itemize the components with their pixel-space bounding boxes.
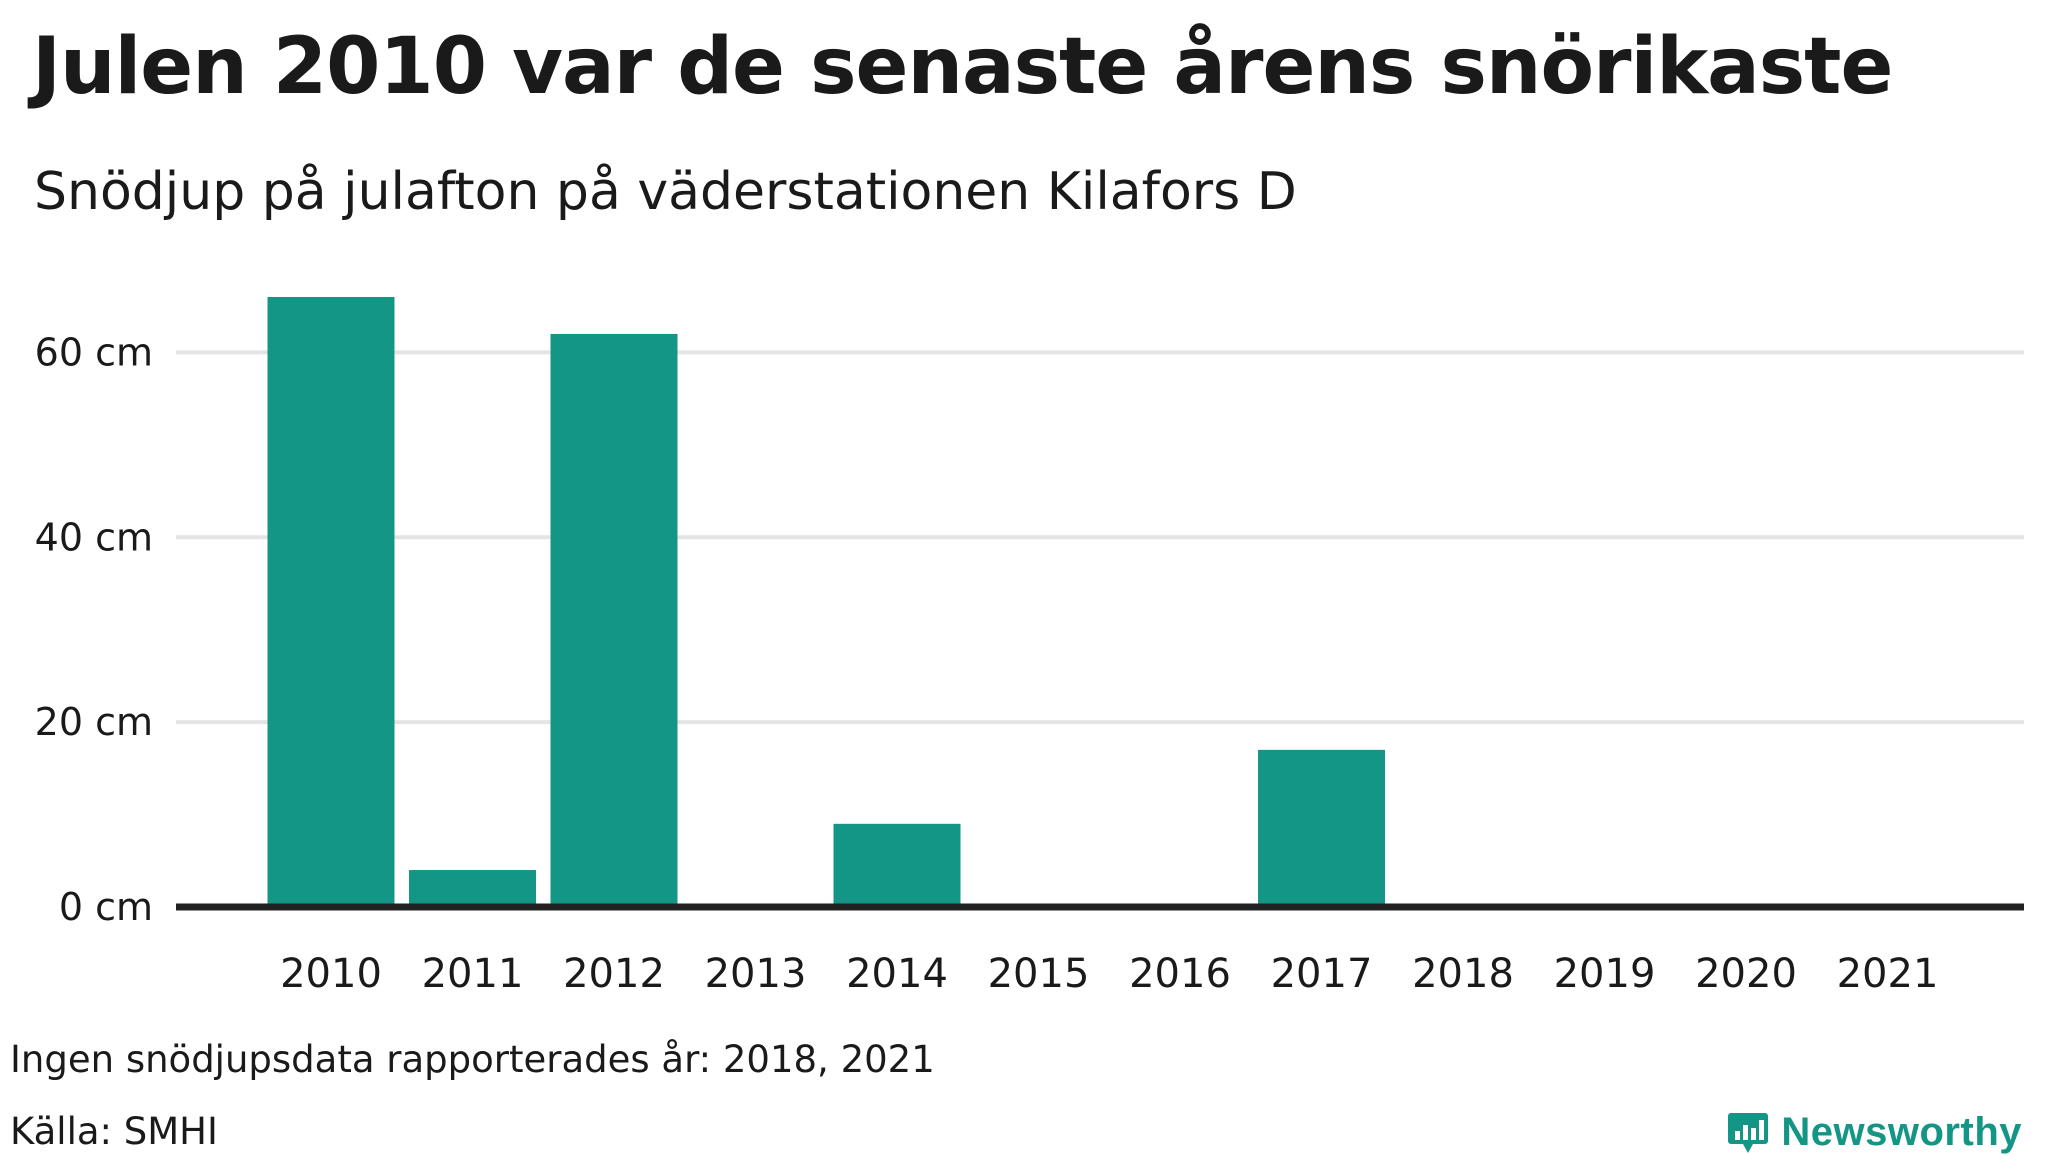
x-tick-label: 2017 (1271, 951, 1373, 997)
x-tick-label: 2014 (846, 951, 948, 997)
x-tick-label: 2021 (1837, 951, 1939, 997)
x-tick-label: 2018 (1412, 951, 1514, 997)
bar-2017 (1258, 749, 1385, 907)
x-tick-label: 2012 (563, 951, 665, 997)
y-tick-label: 20 cm (35, 700, 153, 744)
newsworthy-logo-text: Newsworthy (1781, 1110, 2022, 1154)
y-tick-label: 0 cm (59, 885, 153, 929)
x-tick-label: 2019 (1554, 951, 1656, 997)
bar-2010 (267, 296, 395, 907)
x-tick-label: 2011 (422, 951, 524, 997)
newsworthy-logo: Newsworthy (1727, 1110, 2022, 1155)
chart-title: Julen 2010 var de senaste årens snörikas… (32, 22, 1893, 112)
x-tick-label: 2016 (1129, 951, 1231, 997)
bar-2014 (833, 823, 961, 907)
x-tick-label: 2015 (988, 951, 1090, 997)
newsworthy-logo-icon (1728, 1112, 1769, 1153)
bar-2011 (409, 870, 536, 907)
bar-layer (267, 296, 1385, 907)
x-tick-label: 2013 (705, 951, 807, 997)
y-tick-label: 40 cm (35, 515, 153, 559)
axis-layer: 0 cm 20 cm 40 cm 60 cm 2010 2011 2012 2013 2014 2… (35, 330, 2024, 997)
x-tick-label: 2010 (280, 951, 382, 997)
footnote: Ingen snödjupsdata rapporterades år: 201… (10, 1038, 935, 1081)
y-tick-label: 60 cm (35, 330, 153, 374)
source-note: Källa: SMHI (10, 1110, 218, 1153)
grid-layer (176, 350, 2024, 725)
bar-2012 (550, 333, 678, 907)
chart-subtitle: Snödjup på julafton på väderstationen Ki… (34, 162, 1297, 222)
x-tick-label: 2020 (1695, 951, 1797, 997)
